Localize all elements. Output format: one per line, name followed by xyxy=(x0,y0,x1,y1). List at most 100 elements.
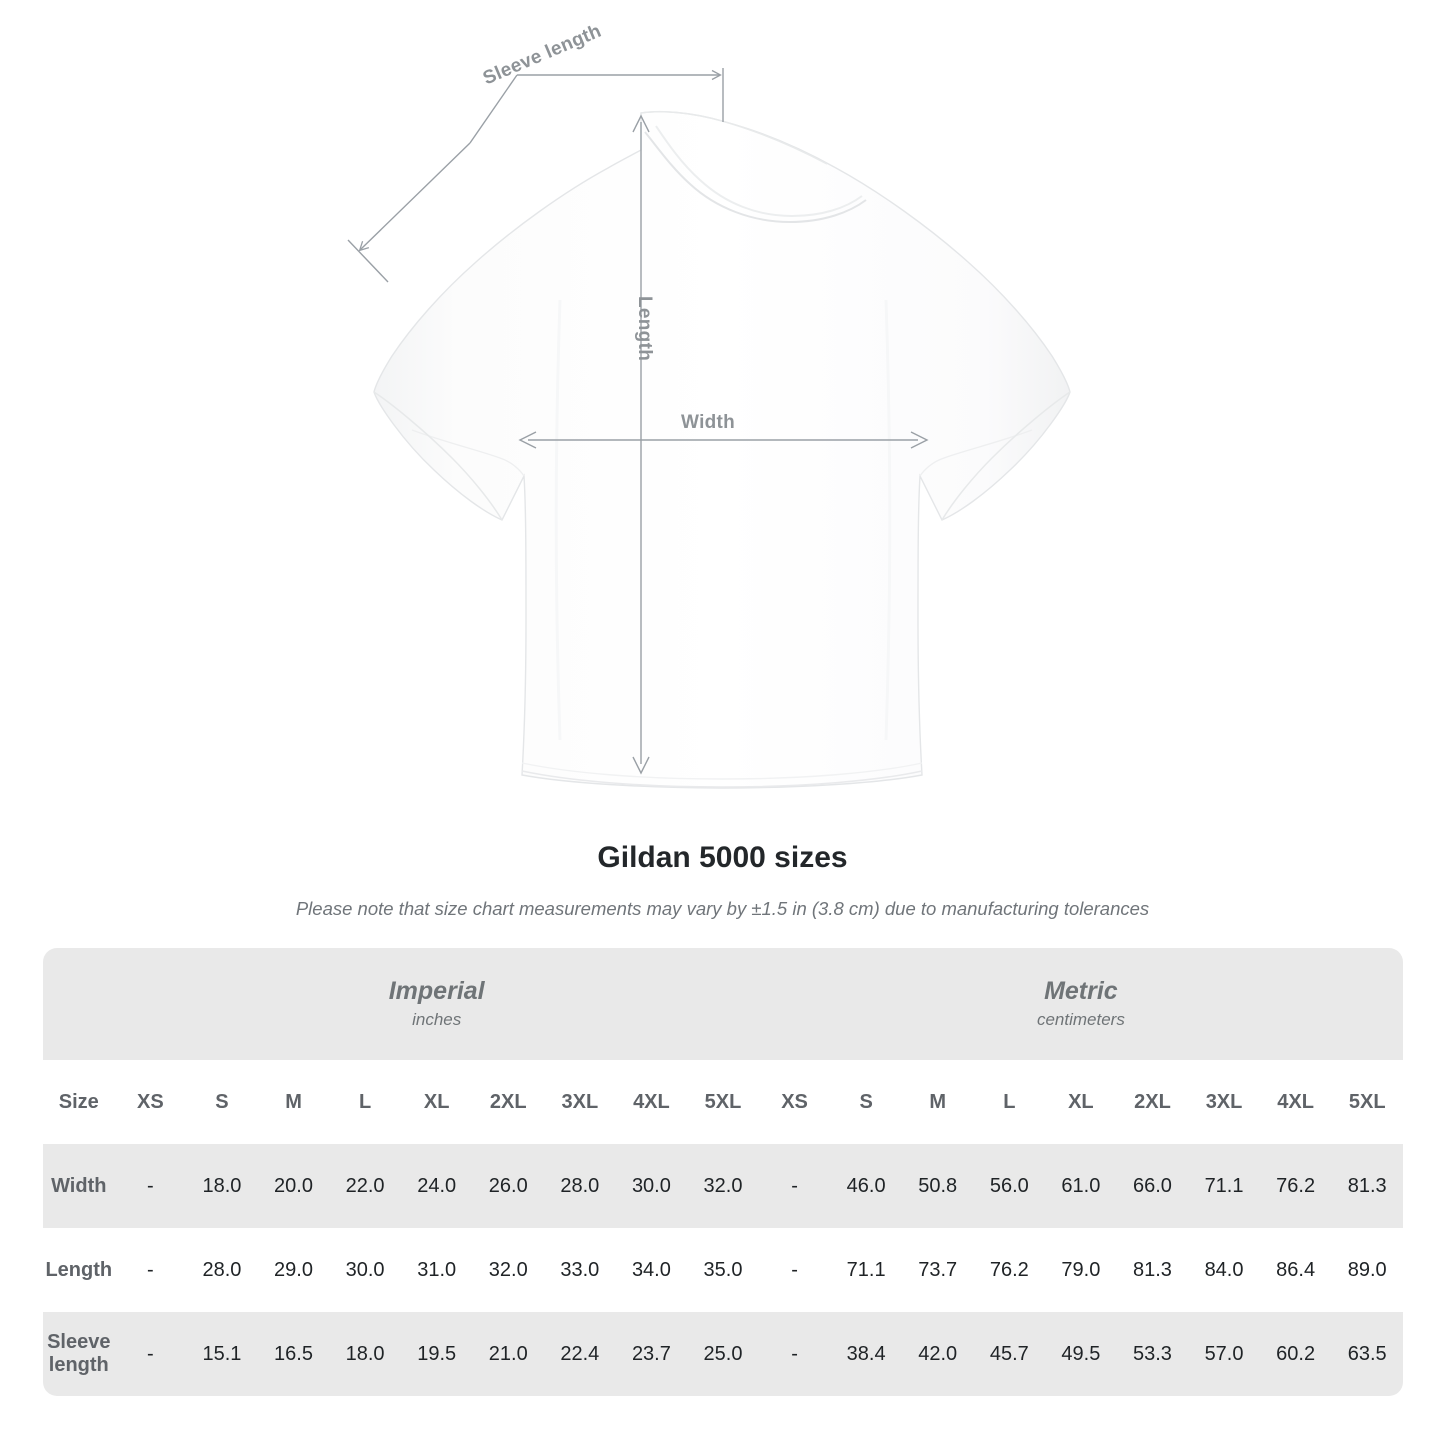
length-label: Length xyxy=(634,296,655,362)
size-header-metric-xs: XS xyxy=(758,1060,831,1144)
cell-sleeve-metric-l: 45.7 xyxy=(973,1312,1046,1396)
cell-sleeve-metric-2xl: 53.3 xyxy=(1116,1312,1189,1396)
cell-width-imperial-m: 20.0 xyxy=(257,1144,330,1228)
cell-sleeve-imperial-5xl: 25.0 xyxy=(687,1312,759,1396)
cell-width-metric-m: 50.8 xyxy=(901,1144,974,1228)
cell-width-imperial-xs: - xyxy=(114,1144,187,1228)
cell-length-imperial-m: 29.0 xyxy=(257,1228,330,1312)
table-row: Sleeve length - 15.1 16.5 18.0 19.5 21.0… xyxy=(43,1312,1403,1396)
width-dimension xyxy=(518,431,929,449)
sleeve-length-dimension xyxy=(347,68,724,283)
cell-sleeve-imperial-m: 16.5 xyxy=(257,1312,330,1396)
cell-sleeve-metric-3xl: 57.0 xyxy=(1188,1312,1260,1396)
cell-length-metric-3xl: 84.0 xyxy=(1188,1228,1260,1312)
cell-length-imperial-s: 28.0 xyxy=(186,1228,258,1312)
cell-width-imperial-4xl: 30.0 xyxy=(615,1144,688,1228)
cell-length-imperial-xs: - xyxy=(114,1228,187,1312)
size-chart-container: Imperial inches Metric centimeters Size … xyxy=(43,948,1403,1396)
tolerance-note: Please note that size chart measurements… xyxy=(295,898,1150,919)
size-header-imperial-m: M xyxy=(257,1060,330,1144)
cell-width-imperial-2xl: 26.0 xyxy=(472,1144,545,1228)
cell-length-metric-4xl: 86.4 xyxy=(1259,1228,1332,1312)
cell-length-metric-s: 71.1 xyxy=(830,1228,902,1312)
shirt-body-shape xyxy=(373,111,1071,789)
size-header-metric-xl: XL xyxy=(1045,1060,1117,1144)
tshirt-diagram: Sleeve length Length Width xyxy=(347,21,1071,789)
cell-width-metric-5xl: 81.3 xyxy=(1331,1144,1403,1228)
cell-length-metric-m: 73.7 xyxy=(901,1228,974,1312)
row-label-length: Length xyxy=(43,1228,115,1312)
cell-width-imperial-3xl: 28.0 xyxy=(544,1144,616,1228)
size-header-imperial-2xl: 2XL xyxy=(472,1060,545,1144)
cell-width-metric-s: 46.0 xyxy=(830,1144,902,1228)
cell-width-metric-xs: - xyxy=(758,1144,831,1228)
cell-width-metric-4xl: 76.2 xyxy=(1259,1144,1332,1228)
title-block: Gildan 5000 sizes Please note that size … xyxy=(0,838,1445,922)
cell-length-metric-5xl: 89.0 xyxy=(1331,1228,1403,1312)
cell-sleeve-metric-s: 38.4 xyxy=(830,1312,902,1396)
unit-header-row: Imperial inches Metric centimeters xyxy=(43,948,1403,1060)
row-label-sleeve-length: Sleeve length xyxy=(43,1312,115,1396)
cell-width-imperial-5xl: 32.0 xyxy=(687,1144,759,1228)
cell-sleeve-imperial-3xl: 22.4 xyxy=(544,1312,616,1396)
cell-sleeve-imperial-l: 18.0 xyxy=(329,1312,401,1396)
cell-sleeve-imperial-xs: - xyxy=(114,1312,187,1396)
page-title: Gildan 5000 sizes xyxy=(597,841,848,874)
unit-name-imperial: Imperial xyxy=(388,977,485,1005)
length-dimension xyxy=(632,114,650,775)
cell-sleeve-metric-xl: 49.5 xyxy=(1045,1312,1117,1396)
size-header-imperial-l: L xyxy=(329,1060,401,1144)
size-header-imperial-s: S xyxy=(186,1060,258,1144)
size-header-metric-l: L xyxy=(973,1060,1046,1144)
size-header-imperial-3xl: 3XL xyxy=(544,1060,616,1144)
table-row: Width - 18.0 20.0 22.0 24.0 26.0 28.0 30… xyxy=(43,1144,1403,1228)
unit-sub-imperial: inches xyxy=(412,1010,462,1029)
cell-length-imperial-3xl: 33.0 xyxy=(544,1228,616,1312)
cell-length-imperial-2xl: 32.0 xyxy=(472,1228,545,1312)
unit-header-imperial: Imperial inches xyxy=(114,948,759,1060)
size-header-metric-2xl: 2XL xyxy=(1116,1060,1189,1144)
cell-length-imperial-4xl: 34.0 xyxy=(615,1228,688,1312)
cell-width-metric-xl: 61.0 xyxy=(1045,1144,1117,1228)
size-header-imperial-4xl: 4XL xyxy=(615,1060,688,1144)
size-header-metric-4xl: 4XL xyxy=(1259,1060,1332,1144)
cell-sleeve-metric-xs: - xyxy=(758,1312,831,1396)
cell-width-metric-l: 56.0 xyxy=(973,1144,1046,1228)
cell-width-metric-3xl: 71.1 xyxy=(1188,1144,1260,1228)
cell-width-imperial-l: 22.0 xyxy=(329,1144,401,1228)
cell-sleeve-metric-4xl: 60.2 xyxy=(1259,1312,1332,1396)
cell-length-metric-2xl: 81.3 xyxy=(1116,1228,1189,1312)
cell-sleeve-imperial-2xl: 21.0 xyxy=(472,1312,545,1396)
cell-length-imperial-5xl: 35.0 xyxy=(687,1228,759,1312)
cell-length-metric-xs: - xyxy=(758,1228,831,1312)
cell-width-imperial-s: 18.0 xyxy=(186,1144,258,1228)
cell-sleeve-imperial-s: 15.1 xyxy=(186,1312,258,1396)
size-header-metric-s: S xyxy=(830,1060,902,1144)
cell-length-imperial-xl: 31.0 xyxy=(400,1228,473,1312)
unit-header-metric: Metric centimeters xyxy=(758,948,1403,1060)
cell-sleeve-imperial-4xl: 23.7 xyxy=(615,1312,688,1396)
tshirt-illustration xyxy=(347,68,1071,789)
cell-length-metric-l: 76.2 xyxy=(973,1228,1046,1312)
size-chart-table: Imperial inches Metric centimeters Size … xyxy=(43,948,1403,1396)
cell-sleeve-metric-m: 42.0 xyxy=(901,1312,974,1396)
size-header-metric-5xl: 5XL xyxy=(1331,1060,1403,1144)
size-header-imperial-xl: XL xyxy=(400,1060,473,1144)
row-label-width: Width xyxy=(43,1144,115,1228)
size-header-imperial-5xl: 5XL xyxy=(687,1060,759,1144)
cell-width-metric-2xl: 66.0 xyxy=(1116,1144,1189,1228)
size-header-metric-3xl: 3XL xyxy=(1188,1060,1260,1144)
cell-width-imperial-xl: 24.0 xyxy=(400,1144,473,1228)
unit-spacer-left xyxy=(43,948,115,1060)
cell-sleeve-metric-5xl: 63.5 xyxy=(1331,1312,1403,1396)
size-row-label: Size xyxy=(43,1060,115,1144)
size-header-metric-m: M xyxy=(901,1060,974,1144)
cell-length-metric-xl: 79.0 xyxy=(1045,1228,1117,1312)
table-row: Length - 28.0 29.0 30.0 31.0 32.0 33.0 3… xyxy=(43,1228,1403,1312)
cell-length-imperial-l: 30.0 xyxy=(329,1228,401,1312)
unit-sub-metric: centimeters xyxy=(1036,1010,1125,1029)
cell-sleeve-imperial-xl: 19.5 xyxy=(400,1312,473,1396)
width-label: Width xyxy=(681,412,736,433)
size-header-row: Size XS S M L XL 2XL 3XL 4XL 5XL XS S M … xyxy=(43,1060,1403,1144)
size-header-imperial-xs: XS xyxy=(114,1060,187,1144)
